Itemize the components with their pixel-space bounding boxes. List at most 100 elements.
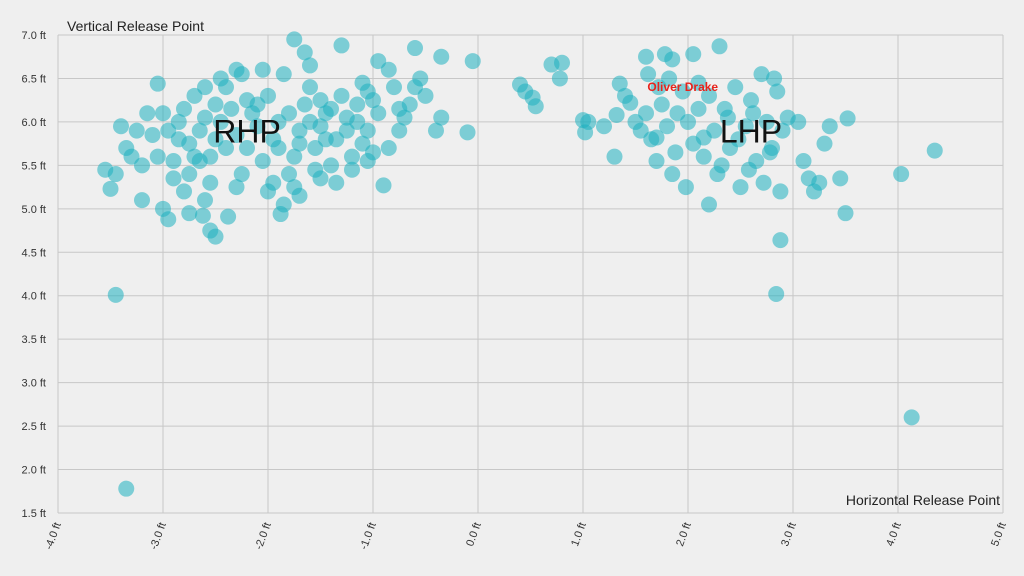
- data-point: [181, 205, 198, 222]
- data-point: [107, 166, 124, 183]
- data-point: [254, 153, 271, 170]
- data-point: [338, 122, 355, 139]
- data-point: [186, 87, 203, 104]
- data-point: [640, 66, 657, 83]
- data-point: [181, 166, 198, 183]
- data-point: [386, 79, 402, 96]
- y-tick-label: 5.0 ft: [22, 204, 46, 216]
- data-point: [354, 135, 371, 152]
- y-tick-label: 7.0 ft: [22, 30, 46, 42]
- data-point: [653, 96, 670, 113]
- x-tick-label: 4.0 ft: [884, 521, 904, 548]
- data-point: [650, 79, 667, 96]
- data-point: [260, 87, 276, 104]
- data-point: [433, 109, 450, 126]
- data-point: [286, 148, 303, 165]
- data-point: [611, 75, 628, 92]
- data-point: [370, 105, 387, 122]
- data-point: [365, 92, 381, 109]
- data-point: [296, 44, 313, 61]
- data-point: [690, 74, 707, 91]
- data-point: [265, 174, 282, 191]
- data-point: [286, 31, 303, 48]
- data-point: [281, 166, 297, 183]
- data-point: [281, 105, 297, 122]
- data-point: [333, 87, 350, 104]
- data-point: [375, 177, 392, 194]
- x-tick-label: -2.0 ft: [253, 521, 274, 552]
- data-point: [291, 122, 308, 139]
- data-point: [202, 174, 219, 191]
- data-point: [428, 122, 444, 139]
- data-point: [690, 100, 707, 117]
- data-point: [144, 126, 161, 143]
- data-point: [638, 105, 654, 122]
- data-point: [176, 100, 192, 117]
- data-point: [727, 79, 744, 96]
- data-point: [772, 183, 789, 200]
- data-point: [648, 153, 665, 170]
- data-point: [837, 205, 854, 222]
- data-point: [181, 135, 198, 152]
- data-point: [755, 174, 772, 191]
- data-point: [701, 196, 717, 213]
- data-point: [107, 286, 124, 303]
- data-point: [220, 208, 237, 225]
- data-point: [638, 48, 654, 65]
- y-tick-label: 3.0 ft: [22, 378, 46, 390]
- data-point: [669, 105, 686, 122]
- data-point: [464, 53, 481, 70]
- y-axis-title: Vertical Release Point: [67, 18, 204, 34]
- x-tick-label: -4.0 ft: [43, 521, 64, 552]
- data-point: [648, 129, 665, 146]
- x-tick-label: 1.0 ft: [569, 521, 589, 548]
- data-point: [302, 57, 318, 74]
- data-point: [903, 409, 920, 426]
- data-point: [302, 79, 318, 96]
- data-point: [711, 38, 728, 55]
- data-point: [580, 113, 597, 130]
- data-point: [527, 98, 544, 115]
- data-point: [254, 61, 271, 78]
- x-tick-label: 2.0 ft: [674, 521, 694, 548]
- y-tick-label: 1.5 ft: [22, 508, 46, 520]
- data-point: [323, 100, 339, 117]
- data-point: [412, 70, 429, 87]
- data-point: [296, 96, 313, 113]
- data-point: [149, 75, 166, 92]
- data-point: [194, 207, 211, 224]
- y-tick-label: 2.0 ft: [22, 465, 46, 477]
- data-point: [349, 96, 366, 113]
- data-point: [123, 148, 140, 165]
- data-point: [380, 61, 397, 78]
- data-point: [239, 92, 255, 109]
- data-point: [275, 66, 292, 83]
- data-point: [160, 211, 177, 228]
- data-point: [191, 122, 208, 139]
- y-tick-label: 4.5 ft: [22, 247, 46, 259]
- data-point: [286, 179, 303, 196]
- data-point: [893, 166, 910, 183]
- data-point: [622, 94, 639, 111]
- y-tick-label: 2.5 ft: [22, 421, 46, 433]
- data-point: [197, 192, 213, 209]
- data-point: [207, 96, 224, 113]
- data-point: [772, 232, 789, 249]
- data-point: [745, 105, 762, 122]
- data-point: [344, 148, 360, 165]
- data-point: [359, 122, 376, 139]
- data-point: [680, 113, 696, 130]
- data-point: [768, 285, 785, 302]
- annotation-label: Oliver Drake: [647, 80, 718, 94]
- data-point: [740, 161, 757, 178]
- data-point: [459, 124, 476, 141]
- data-point: [291, 135, 308, 152]
- data-point: [239, 139, 255, 156]
- data-point: [370, 53, 387, 70]
- data-point: [170, 113, 187, 130]
- data-point: [608, 106, 625, 123]
- data-point: [674, 83, 691, 100]
- data-point: [165, 170, 182, 187]
- data-point: [926, 142, 943, 159]
- data-point: [685, 46, 702, 63]
